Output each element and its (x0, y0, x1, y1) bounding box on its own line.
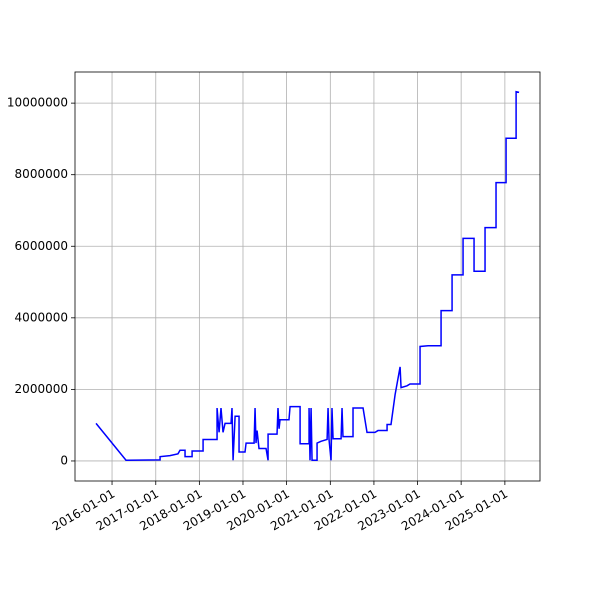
data-line (95, 90, 520, 462)
y-tick-label: 4000000 (15, 310, 68, 324)
y-tick-label: 10000000 (7, 96, 68, 110)
plot-frame (74, 71, 541, 482)
y-tick-label: 6000000 (15, 239, 68, 253)
y-tick-label: 8000000 (15, 167, 68, 181)
y-tick-label: 2000000 (15, 382, 68, 396)
y-tick-label: 0 (60, 453, 68, 467)
